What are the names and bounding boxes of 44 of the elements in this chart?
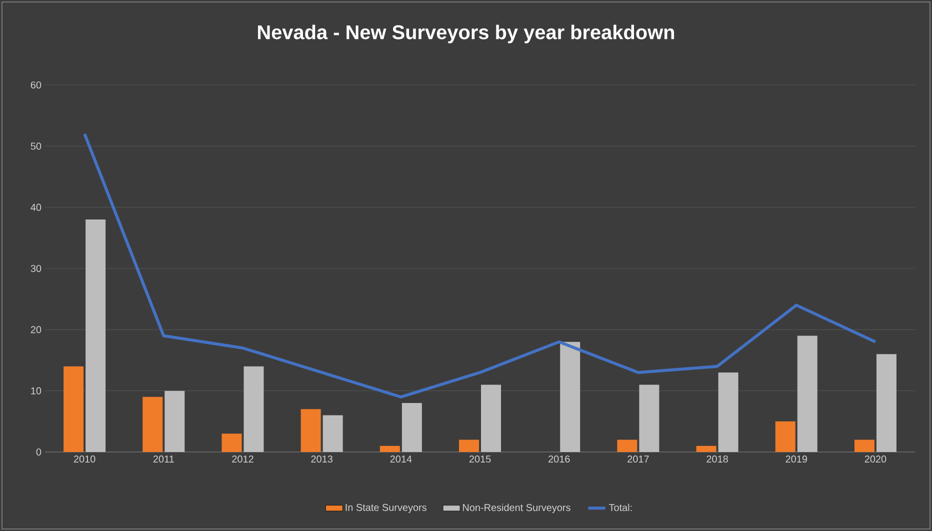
bar (876, 354, 896, 452)
bar (797, 336, 818, 452)
bar (459, 440, 480, 452)
y-tick-label: 10 (31, 387, 42, 394)
y-tick-label: 60 (30, 81, 42, 89)
bar (322, 415, 343, 452)
bar (696, 446, 716, 452)
bar (64, 366, 84, 452)
bar (481, 384, 502, 452)
bar (639, 384, 660, 452)
x-tick-label: 2012 (232, 456, 254, 463)
legend-label: In State Surveyors (346, 504, 426, 513)
y-tick-label: 0 (36, 448, 42, 456)
bar (402, 403, 422, 452)
bar (244, 366, 264, 452)
legend-label: Total: (608, 504, 632, 512)
line-series (83, 132, 877, 398)
x-tick-label: 2018 (706, 456, 728, 463)
y-tick-label: 40 (30, 204, 42, 211)
chart-title: Nevada - New Surveyors by year breakdown (258, 24, 674, 44)
bar (380, 446, 400, 452)
bar (854, 440, 874, 452)
legend-label: Non-Resident Surveyors (463, 504, 570, 514)
y-tick-label: 30 (30, 264, 42, 272)
x-tick-label: 2013 (311, 456, 332, 463)
x-tick-label: 2017 (628, 456, 649, 463)
bar (222, 434, 242, 452)
bar (300, 409, 321, 452)
bar (142, 396, 163, 452)
x-tick-label: 2014 (390, 456, 412, 463)
bar (164, 390, 185, 452)
bar (617, 440, 638, 452)
y-tick-label: 20 (30, 326, 42, 334)
x-tick-label: 2011 (153, 456, 174, 463)
x-tick-label: 2019 (786, 456, 807, 463)
y-tick-label: 50 (30, 142, 42, 150)
bar (560, 342, 580, 452)
bar (718, 372, 738, 452)
x-tick-label: 2020 (864, 456, 886, 463)
x-tick-label: 2015 (469, 456, 491, 463)
bar (775, 421, 796, 452)
x-tick-label: 2010 (74, 456, 96, 463)
x-tick-label: 2016 (548, 456, 570, 463)
bar (86, 220, 106, 452)
